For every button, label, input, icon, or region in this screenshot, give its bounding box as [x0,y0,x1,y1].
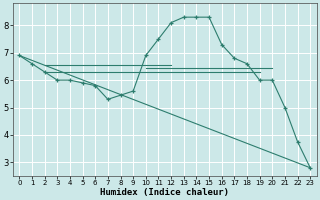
X-axis label: Humidex (Indice chaleur): Humidex (Indice chaleur) [100,188,229,197]
